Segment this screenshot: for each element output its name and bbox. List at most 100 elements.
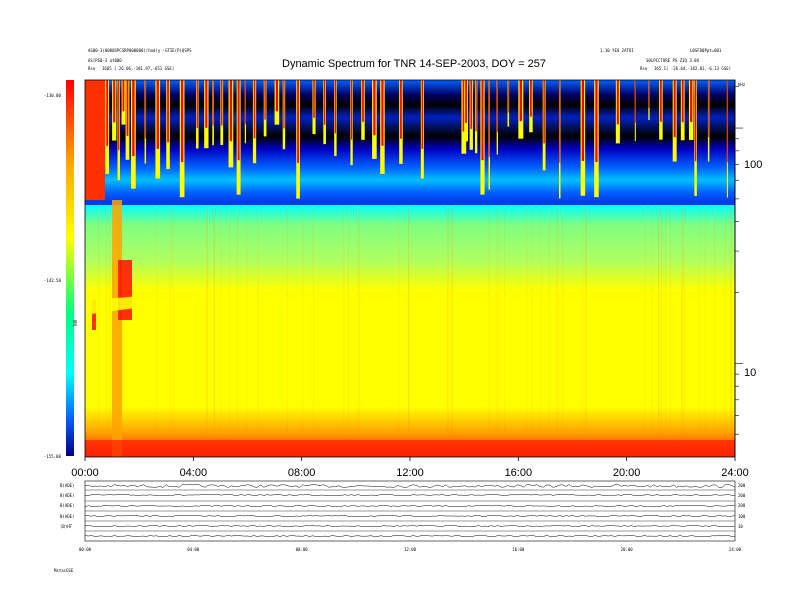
burst-core	[362, 80, 364, 122]
right-header-3: S0LPICTURE PS ZIQ 3.0U	[646, 58, 700, 63]
left-rse-label: Rse	[88, 66, 96, 71]
bottom-left-label-1: Mstac	[54, 568, 67, 573]
panel-trace	[84, 535, 736, 537]
burst-core	[507, 80, 509, 113]
panel-trace	[84, 515, 736, 517]
burst-core	[180, 80, 184, 163]
panel-right-tick: 200	[738, 503, 746, 508]
burst-core	[275, 80, 279, 112]
burst-core	[673, 80, 676, 138]
burst-core	[421, 80, 424, 149]
left-header-2: AS(PS0-3 at000	[88, 58, 122, 63]
right-tick-100: 100	[744, 159, 762, 171]
burst-core	[167, 80, 169, 143]
burst-core	[122, 80, 125, 112]
spectrogram	[85, 80, 735, 457]
burst-core	[694, 80, 697, 162]
burst-core	[212, 80, 214, 126]
burst-core	[616, 80, 619, 125]
panel-trace	[85, 525, 736, 527]
x-tick-label: 24:00	[721, 467, 749, 479]
panel-trace	[84, 484, 736, 488]
burst-core	[400, 80, 402, 139]
chart-title: Dynamic Spectrum for TNR 14-SEP-2003, DO…	[282, 58, 547, 70]
right-axis: 100 10 kHz	[734, 80, 762, 457]
colorbar-label: TNR	[73, 319, 78, 327]
burst-core	[690, 80, 693, 122]
burst-core	[221, 80, 223, 126]
panel-label: B(ADE)	[60, 493, 74, 498]
parameter-panels: B(ADE) B(ADE) B(ADE) N(ADE) (B)HT 200 200 200 1…	[60, 480, 746, 552]
right-axis-unit: kHz	[738, 82, 746, 87]
bottom-x-tick: 12:00	[404, 547, 417, 552]
x-tick-label: 04:00	[180, 467, 208, 479]
bottom-x-tick: 00:00	[79, 547, 92, 552]
burst-core	[156, 80, 159, 149]
burst-core	[481, 80, 484, 161]
bottom-left-label-2: GSE	[66, 568, 74, 573]
panel-right-tick: 100	[738, 514, 746, 519]
burst-core	[113, 80, 116, 123]
right-header-2: L0SFO0Ppt=001	[690, 48, 722, 53]
burst-core	[648, 80, 650, 109]
panel-label: B(ADE)	[60, 503, 74, 508]
right-tick-10: 10	[744, 367, 756, 379]
right-rse-label: Rse	[640, 66, 648, 71]
panel-right-tick: 10	[738, 524, 743, 529]
burst-core	[496, 80, 498, 133]
burst-core	[92, 300, 96, 330]
burst-core	[727, 80, 728, 163]
burst-core	[313, 80, 315, 118]
burst-core	[253, 80, 256, 139]
burst-core	[237, 80, 240, 161]
colorbar-tick-top: -130.00	[44, 93, 61, 98]
burst-core	[106, 80, 109, 146]
burst-core	[264, 80, 266, 120]
panel-trace	[84, 505, 736, 507]
panel-label: N(ADE)	[60, 514, 74, 519]
burst-core	[196, 80, 198, 128]
x-tick-label: 00:00	[71, 467, 99, 479]
burst-core	[126, 80, 129, 136]
burst-core	[118, 80, 120, 151]
burst-core	[334, 80, 337, 134]
burst-core	[559, 80, 561, 163]
x-tick-label: 08:00	[288, 467, 316, 479]
bottom-x-tick: 16:00	[512, 547, 525, 552]
burst-core	[488, 80, 490, 157]
burst-core	[465, 80, 468, 123]
bottom-x-tick: 24:00	[729, 547, 742, 552]
burst-core	[297, 80, 299, 163]
burst-core	[543, 80, 545, 144]
low-band	[85, 205, 735, 457]
burst-core	[245, 80, 246, 125]
burst-core	[381, 80, 384, 146]
colorbar	[66, 80, 74, 456]
right-header-1: 1.10 YEO 2ATOI	[600, 48, 634, 53]
burst-core	[229, 80, 233, 142]
panel-trace	[84, 494, 736, 496]
burst-core	[132, 80, 135, 157]
burst-core	[350, 80, 353, 140]
high-band	[85, 80, 735, 205]
right-rse-value: 165.1( -26.64,-182.01,-6.13 GSE)	[654, 66, 731, 71]
burst-core	[595, 80, 598, 163]
burst-core	[581, 80, 585, 161]
burst-core	[530, 80, 532, 117]
burst-core	[519, 80, 523, 122]
burst-core	[323, 80, 326, 125]
bottom-x-tick: 04:00	[187, 547, 200, 552]
bottom-x-tick: 08:00	[296, 547, 309, 552]
colorbar-tick-mid: -142.50	[44, 278, 61, 283]
burst-core	[635, 80, 636, 123]
burst-core	[85, 80, 105, 200]
x-axis: 00:00 04:00 08:00 12:00 16:00 20:00 24:00	[71, 457, 749, 479]
burst-streak	[112, 200, 122, 457]
burst-core	[462, 80, 466, 132]
bottom-red-band	[85, 440, 735, 457]
burst-core	[660, 80, 662, 122]
burst-core	[118, 260, 132, 320]
plasma-band	[85, 288, 735, 320]
burst-core	[205, 80, 208, 128]
